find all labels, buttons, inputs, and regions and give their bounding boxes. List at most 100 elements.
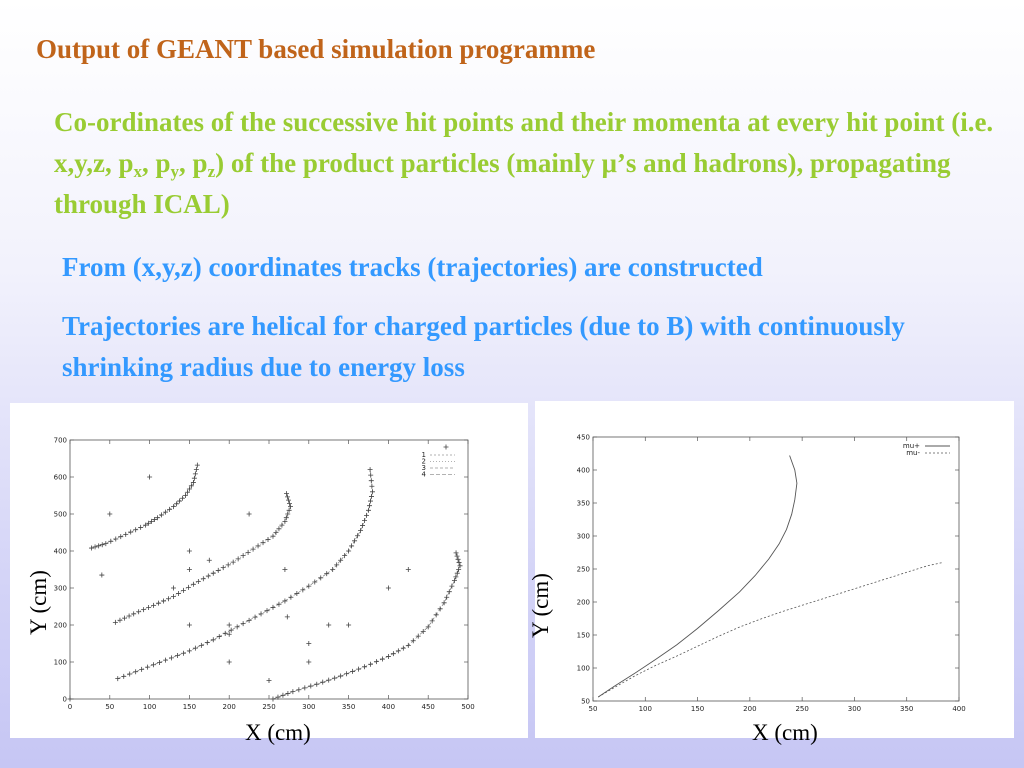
track-4-hit-point — [373, 659, 379, 665]
track-3-hit-point — [360, 523, 366, 529]
track-4-hit-point — [456, 567, 462, 572]
track-3-hit-point — [367, 498, 373, 504]
chart1-y-tick-label: 200 — [54, 622, 67, 630]
track-4-hit-point — [356, 666, 362, 672]
legend-marker — [443, 444, 449, 450]
chart2-x-tick-label: 50 — [589, 705, 598, 713]
track-3-hit-point — [258, 611, 264, 617]
track-1-hit-point — [190, 480, 196, 486]
track-3-hit-point — [163, 657, 169, 663]
chart2-y-tick-label: 300 — [577, 533, 590, 541]
chart1-y-tick-label: 600 — [54, 474, 67, 482]
stray-hit-point — [282, 567, 288, 572]
track-2-hit-point — [215, 567, 221, 573]
track-1-hit-point — [184, 489, 190, 495]
track-2-hit-point — [235, 556, 241, 562]
stray-hit-point — [385, 585, 391, 591]
track-3-hit-point — [210, 637, 216, 643]
track-1-hit-point — [188, 483, 194, 489]
chart2-x-tick-label: 200 — [743, 705, 756, 713]
track-2-hit-point — [285, 494, 291, 500]
track-1-hit-point — [167, 506, 172, 512]
track-2-hit-point — [285, 511, 291, 517]
track-3-hit-point — [139, 666, 145, 672]
chart-panel-muons: 50 100 150 200 250 300 350 400 50 100 150 200 250 300… — [528, 401, 1014, 745]
track-3-hit-point — [362, 517, 368, 523]
track-4-hit-point — [446, 589, 452, 595]
track-4-hit-point — [362, 664, 368, 670]
track-3-hit-point — [168, 655, 174, 661]
track-1-hit-point — [113, 536, 119, 542]
series-mu--line — [597, 562, 944, 698]
track-3-hit-point — [369, 483, 375, 489]
track-1-hit-point — [108, 538, 114, 544]
track-4-hit-point — [410, 638, 416, 644]
track-3-hit-point — [240, 621, 246, 627]
track-3-hit-point — [300, 587, 306, 593]
track-2-hit-point — [146, 605, 152, 611]
track-4-hit-point — [350, 668, 356, 674]
stray-hit-point — [186, 548, 192, 554]
track-3-hit-point — [324, 571, 330, 577]
track-4-hit-point — [451, 578, 457, 584]
track-2-hit-point — [161, 598, 167, 604]
track-2-hit-point — [250, 546, 256, 552]
track-1-hit-point — [152, 517, 158, 523]
track-3-hit-point — [270, 604, 276, 610]
track-1-hit-point — [173, 501, 179, 507]
track-2-hit-point — [284, 491, 290, 497]
track-3-hit-point — [204, 640, 210, 646]
legend-label-1: 1 — [422, 451, 426, 459]
track-2-hit-point — [190, 581, 196, 587]
track-2-hit-point — [270, 533, 276, 539]
track-2-hit-point — [126, 613, 132, 619]
track-3-hit-point — [366, 503, 372, 509]
chart1-y-tick-label: 500 — [54, 511, 67, 519]
stray-hit-point — [206, 557, 212, 563]
chart2-y-tick-label: 250 — [577, 566, 590, 574]
track-4-hit-point — [453, 574, 459, 580]
stray-hit-point — [306, 659, 312, 665]
track-3-hit-point — [312, 579, 318, 585]
chart2-y-tick-label: 350 — [577, 500, 590, 508]
stray-hit-point — [107, 511, 113, 517]
track-4-hit-point — [415, 633, 421, 639]
track-3-hit-point — [349, 543, 355, 549]
legend-label-4: 4 — [422, 471, 427, 479]
track-4-hit-point — [449, 583, 455, 589]
muon-chart: 50 100 150 200 250 300 350 400 50 100 150 200 250 300… — [577, 434, 966, 714]
track-3-hit-point — [145, 664, 151, 670]
track-3-hit-point — [198, 642, 204, 648]
track-4-hit-point — [385, 653, 391, 659]
track-1-hit-point — [163, 509, 169, 515]
track-2-hit-point — [283, 515, 289, 521]
track-4-hit-point — [320, 679, 326, 685]
legend-label-mu-: mu- — [906, 449, 920, 457]
track-2-hit-point — [225, 562, 231, 568]
track-4-hit-point — [344, 671, 350, 677]
track-2-hit-point — [255, 543, 261, 549]
track-3-hit-point — [133, 669, 139, 675]
chart2-x-tick-label: 100 — [639, 705, 652, 713]
track-3-hit-point — [192, 645, 198, 651]
track-3-hit-point — [157, 659, 163, 665]
track-3-hit-point — [222, 630, 228, 636]
chart2-plot-frame — [592, 436, 960, 702]
track-3-hit-point — [180, 650, 186, 656]
track-2-hit-point — [175, 590, 181, 596]
track-1-hit-point — [133, 527, 139, 533]
chart2-y-axis-label: Y (cm) — [528, 573, 553, 638]
track-4-hit-point — [456, 560, 462, 566]
track-2-hit-point — [286, 507, 292, 513]
track-1-hit-point — [179, 495, 185, 501]
chart1-y-tick-label: 100 — [54, 659, 67, 667]
track-3-hit-point — [366, 507, 371, 513]
track-1-hit-point — [155, 515, 161, 521]
track-4-hit-point — [270, 696, 276, 702]
stray-hit-point — [99, 572, 105, 578]
track-4-hit-point — [395, 648, 401, 654]
stray-hit-point — [405, 567, 411, 572]
slide-title: Output of GEANT based simulation program… — [36, 34, 596, 64]
legend-label-mu+: mu+ — [903, 442, 920, 450]
legend-label-3: 3 — [422, 464, 426, 472]
